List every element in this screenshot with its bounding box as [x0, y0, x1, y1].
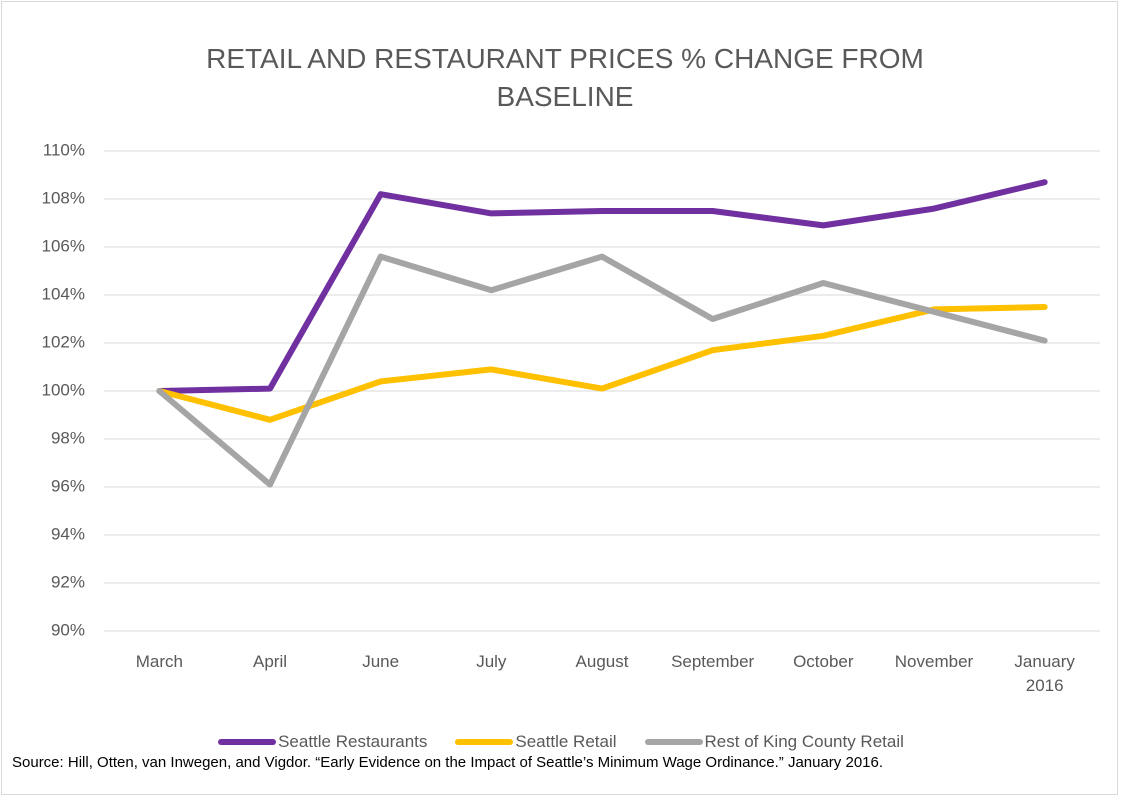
y-tick-label: 98%: [51, 428, 85, 447]
x-tick-label: July: [476, 652, 507, 671]
x-tick-label: March: [135, 652, 183, 671]
series-line: [156, 304, 1048, 423]
y-tick-label: 96%: [51, 476, 85, 495]
x-tick-label: November: [894, 652, 974, 671]
y-tick-label: 94%: [51, 524, 85, 543]
legend: Seattle Restaurants Seattle Retail Rest of…: [0, 732, 1122, 752]
source-note: Source: Hill, Otten, van Inwegen, and Vi…: [12, 754, 884, 771]
x-tick-label: April: [252, 652, 287, 671]
y-tick-label: 102%: [42, 332, 85, 351]
series-line: [156, 179, 1048, 394]
y-tick-label: 92%: [51, 572, 85, 591]
chart-title: RETAIL AND RESTAURANT PRICES % CHANGE FR…: [206, 43, 924, 112]
y-tick-label: 106%: [42, 236, 85, 255]
x-tick-label: January 2016: [1014, 652, 1075, 695]
y-tick-label: 100%: [42, 380, 85, 399]
legend-swatch: [455, 739, 514, 745]
legend-item: Seattle Retail: [455, 732, 617, 752]
legend-label: Seattle Restaurants: [278, 732, 428, 751]
y-tick-label: 110%: [43, 140, 85, 159]
x-tick-label: September: [671, 652, 755, 671]
legend-item: Rest of King County Retail: [644, 732, 904, 752]
legend-swatch: [218, 739, 277, 745]
y-tick-label: 104%: [42, 284, 85, 303]
y-tick-label: 108%: [42, 188, 85, 207]
legend-item: Seattle Restaurants: [218, 732, 427, 752]
x-tick-label: June: [362, 652, 400, 671]
y-tick-label: 90%: [51, 620, 85, 639]
legend-label: Seattle Retail: [515, 732, 617, 751]
series-line: [156, 253, 1048, 488]
x-tick-label: August: [575, 652, 629, 671]
legend-label: Rest of King County Retail: [704, 732, 904, 751]
x-tick-label: October: [793, 652, 854, 671]
legend-swatch: [644, 739, 703, 745]
